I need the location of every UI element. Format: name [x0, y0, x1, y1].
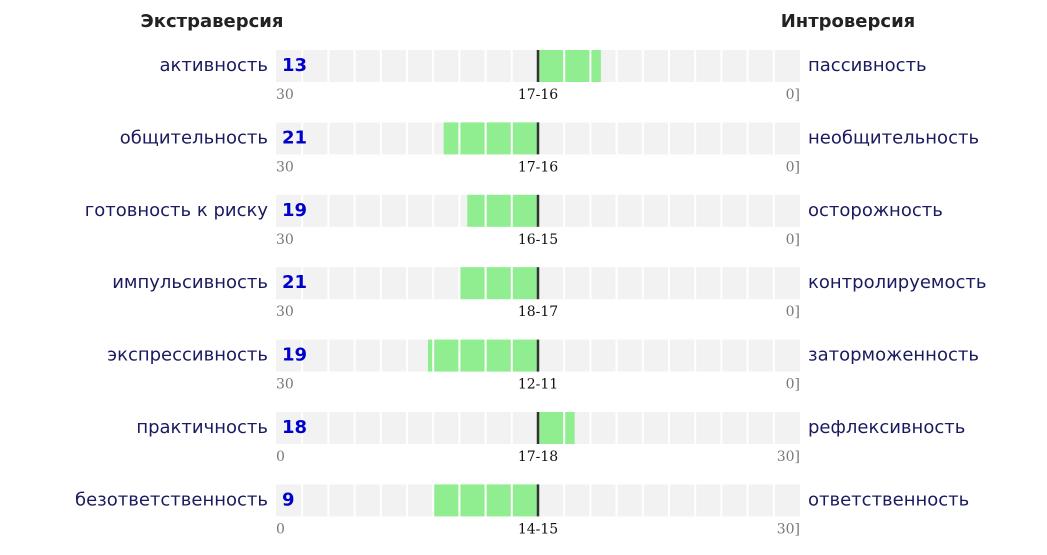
left-end-label: 30: [276, 232, 294, 248]
score: 18: [282, 417, 307, 438]
right-label: рефлексивность: [808, 417, 965, 438]
score: 21: [282, 272, 307, 293]
left-end-label: 30: [276, 159, 294, 175]
right-label: необщительность: [808, 127, 979, 148]
center-label: 17-16: [518, 159, 558, 175]
left-label: безответственность: [75, 489, 268, 510]
left-title: Экстраверсия: [141, 11, 284, 32]
center-label: 17-16: [518, 87, 558, 103]
right-label: осторожность: [808, 200, 943, 221]
bar: [538, 412, 575, 444]
right-end-label: 30]: [777, 449, 800, 465]
left-end-label: 30: [276, 377, 294, 393]
score: 19: [282, 345, 307, 366]
right-label: ответственность: [808, 489, 969, 510]
right-end-label: 0]: [786, 87, 800, 103]
bar: [459, 267, 538, 300]
right-end-label: 0]: [786, 377, 800, 393]
center-label: 14-15: [518, 521, 558, 537]
left-label: экспрессивность: [107, 345, 268, 366]
left-end-label: 30: [276, 304, 294, 320]
right-end-label: 0]: [786, 159, 800, 175]
bar: [443, 122, 538, 155]
bar: [467, 194, 538, 227]
center-label: 12-11: [518, 377, 558, 393]
score: 21: [282, 127, 307, 148]
left-label: готовность к риску: [85, 200, 269, 221]
score: 9: [282, 489, 295, 510]
center-label: 16-15: [518, 232, 558, 248]
right-end-label: 30]: [777, 521, 800, 537]
right-end-label: 0]: [786, 304, 800, 320]
right-label: заторможенность: [808, 345, 979, 366]
left-label: общительность: [120, 127, 268, 148]
left-end-label: 0: [276, 449, 285, 465]
right-title: Интроверсия: [781, 11, 916, 32]
left-end-label: 0: [276, 521, 285, 537]
bar: [427, 339, 538, 372]
center-label: 18-17: [518, 304, 558, 320]
right-label: пассивность: [808, 55, 927, 76]
score: 13: [282, 55, 307, 76]
center-label: 17-18: [518, 449, 558, 465]
left-label: практичность: [136, 417, 268, 438]
left-label: активность: [160, 55, 268, 76]
left-label: импульсивность: [112, 272, 268, 293]
left-end-label: 30: [276, 87, 294, 103]
right-end-label: 0]: [786, 232, 800, 248]
score: 19: [282, 200, 307, 221]
right-label: контролируемость: [808, 272, 987, 293]
bar: [538, 50, 601, 82]
